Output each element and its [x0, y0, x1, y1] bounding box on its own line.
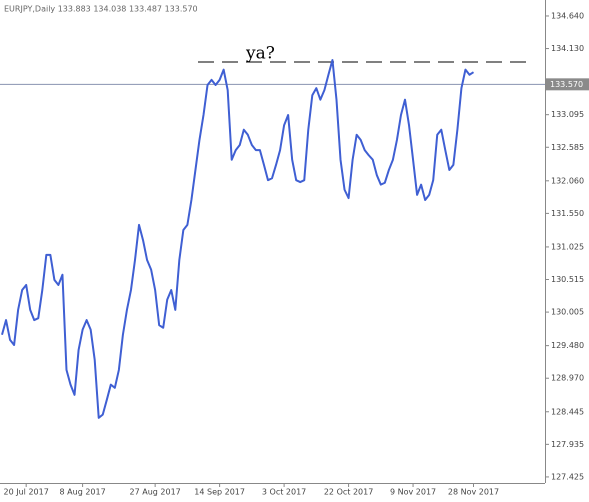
y-tick-label: 128.445 [551, 407, 584, 416]
current-price-box [546, 78, 589, 91]
y-tick-label: 131.025 [551, 242, 584, 251]
y-tick-label: 127.425 [551, 472, 584, 481]
x-tick-label: 8 Aug 2017 [60, 488, 106, 497]
x-tick-label: 9 Nov 2017 [390, 488, 436, 497]
y-tick-label: 130.515 [551, 275, 584, 284]
x-tick-label: 14 Sep 2017 [194, 488, 245, 497]
y-tick-label: 129.480 [551, 341, 584, 350]
y-tick-label: 133.095 [551, 110, 584, 119]
x-tick-label: 22 Oct 2017 [324, 488, 373, 497]
y-tick-label: 131.550 [551, 209, 584, 218]
y-tick-label: 134.640 [551, 11, 584, 20]
x-tick-label: 20 Jul 2017 [4, 488, 49, 497]
y-tick-label: 132.060 [551, 176, 584, 185]
x-tick-label: 3 Oct 2017 [262, 488, 306, 497]
y-tick-label: 127.935 [551, 440, 584, 449]
y-tick-label: 128.970 [551, 374, 584, 383]
price-line [1, 59, 475, 419]
x-tick-label: 28 Nov 2017 [448, 488, 499, 497]
y-tick-label: 134.130 [551, 44, 584, 53]
annotation-text: ya? [245, 43, 275, 63]
y-tick-label: 132.585 [551, 143, 584, 152]
y-tick-label: 130.005 [551, 308, 584, 317]
chart-title: EURJPY,Daily 133.883 134.038 133.487 133… [4, 5, 198, 14]
x-tick-label: 27 Aug 2017 [130, 488, 181, 497]
current-price-label: 133.570 [550, 80, 583, 89]
